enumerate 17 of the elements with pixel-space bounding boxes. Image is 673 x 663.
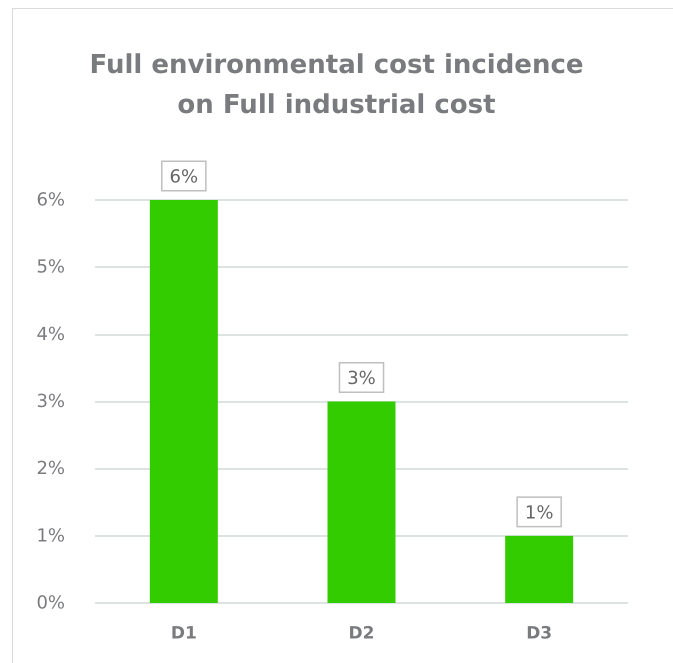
data-label: 3% (347, 368, 376, 389)
y-tick-label: 1% (36, 525, 65, 546)
data-label: 1% (524, 502, 554, 524)
y-tick-label: 2% (36, 458, 65, 480)
y-tick-label: 4% (36, 324, 65, 345)
y-tick-label: 0% (36, 592, 65, 614)
bar (328, 402, 396, 603)
y-tick-label: 6% (36, 190, 65, 210)
x-tick-label: D2 (348, 624, 374, 644)
y-tick-label: 3% (36, 391, 65, 412)
x-tick-label: D1 (170, 624, 197, 644)
y-tick-label: 5% (36, 256, 65, 278)
bar (505, 536, 574, 603)
bar (150, 200, 218, 603)
x-tick-label: D3 (526, 624, 552, 644)
chart-title: Full environmental cost incidence on Full industrial cost (90, 50, 584, 120)
data-label: 6% (170, 166, 198, 188)
